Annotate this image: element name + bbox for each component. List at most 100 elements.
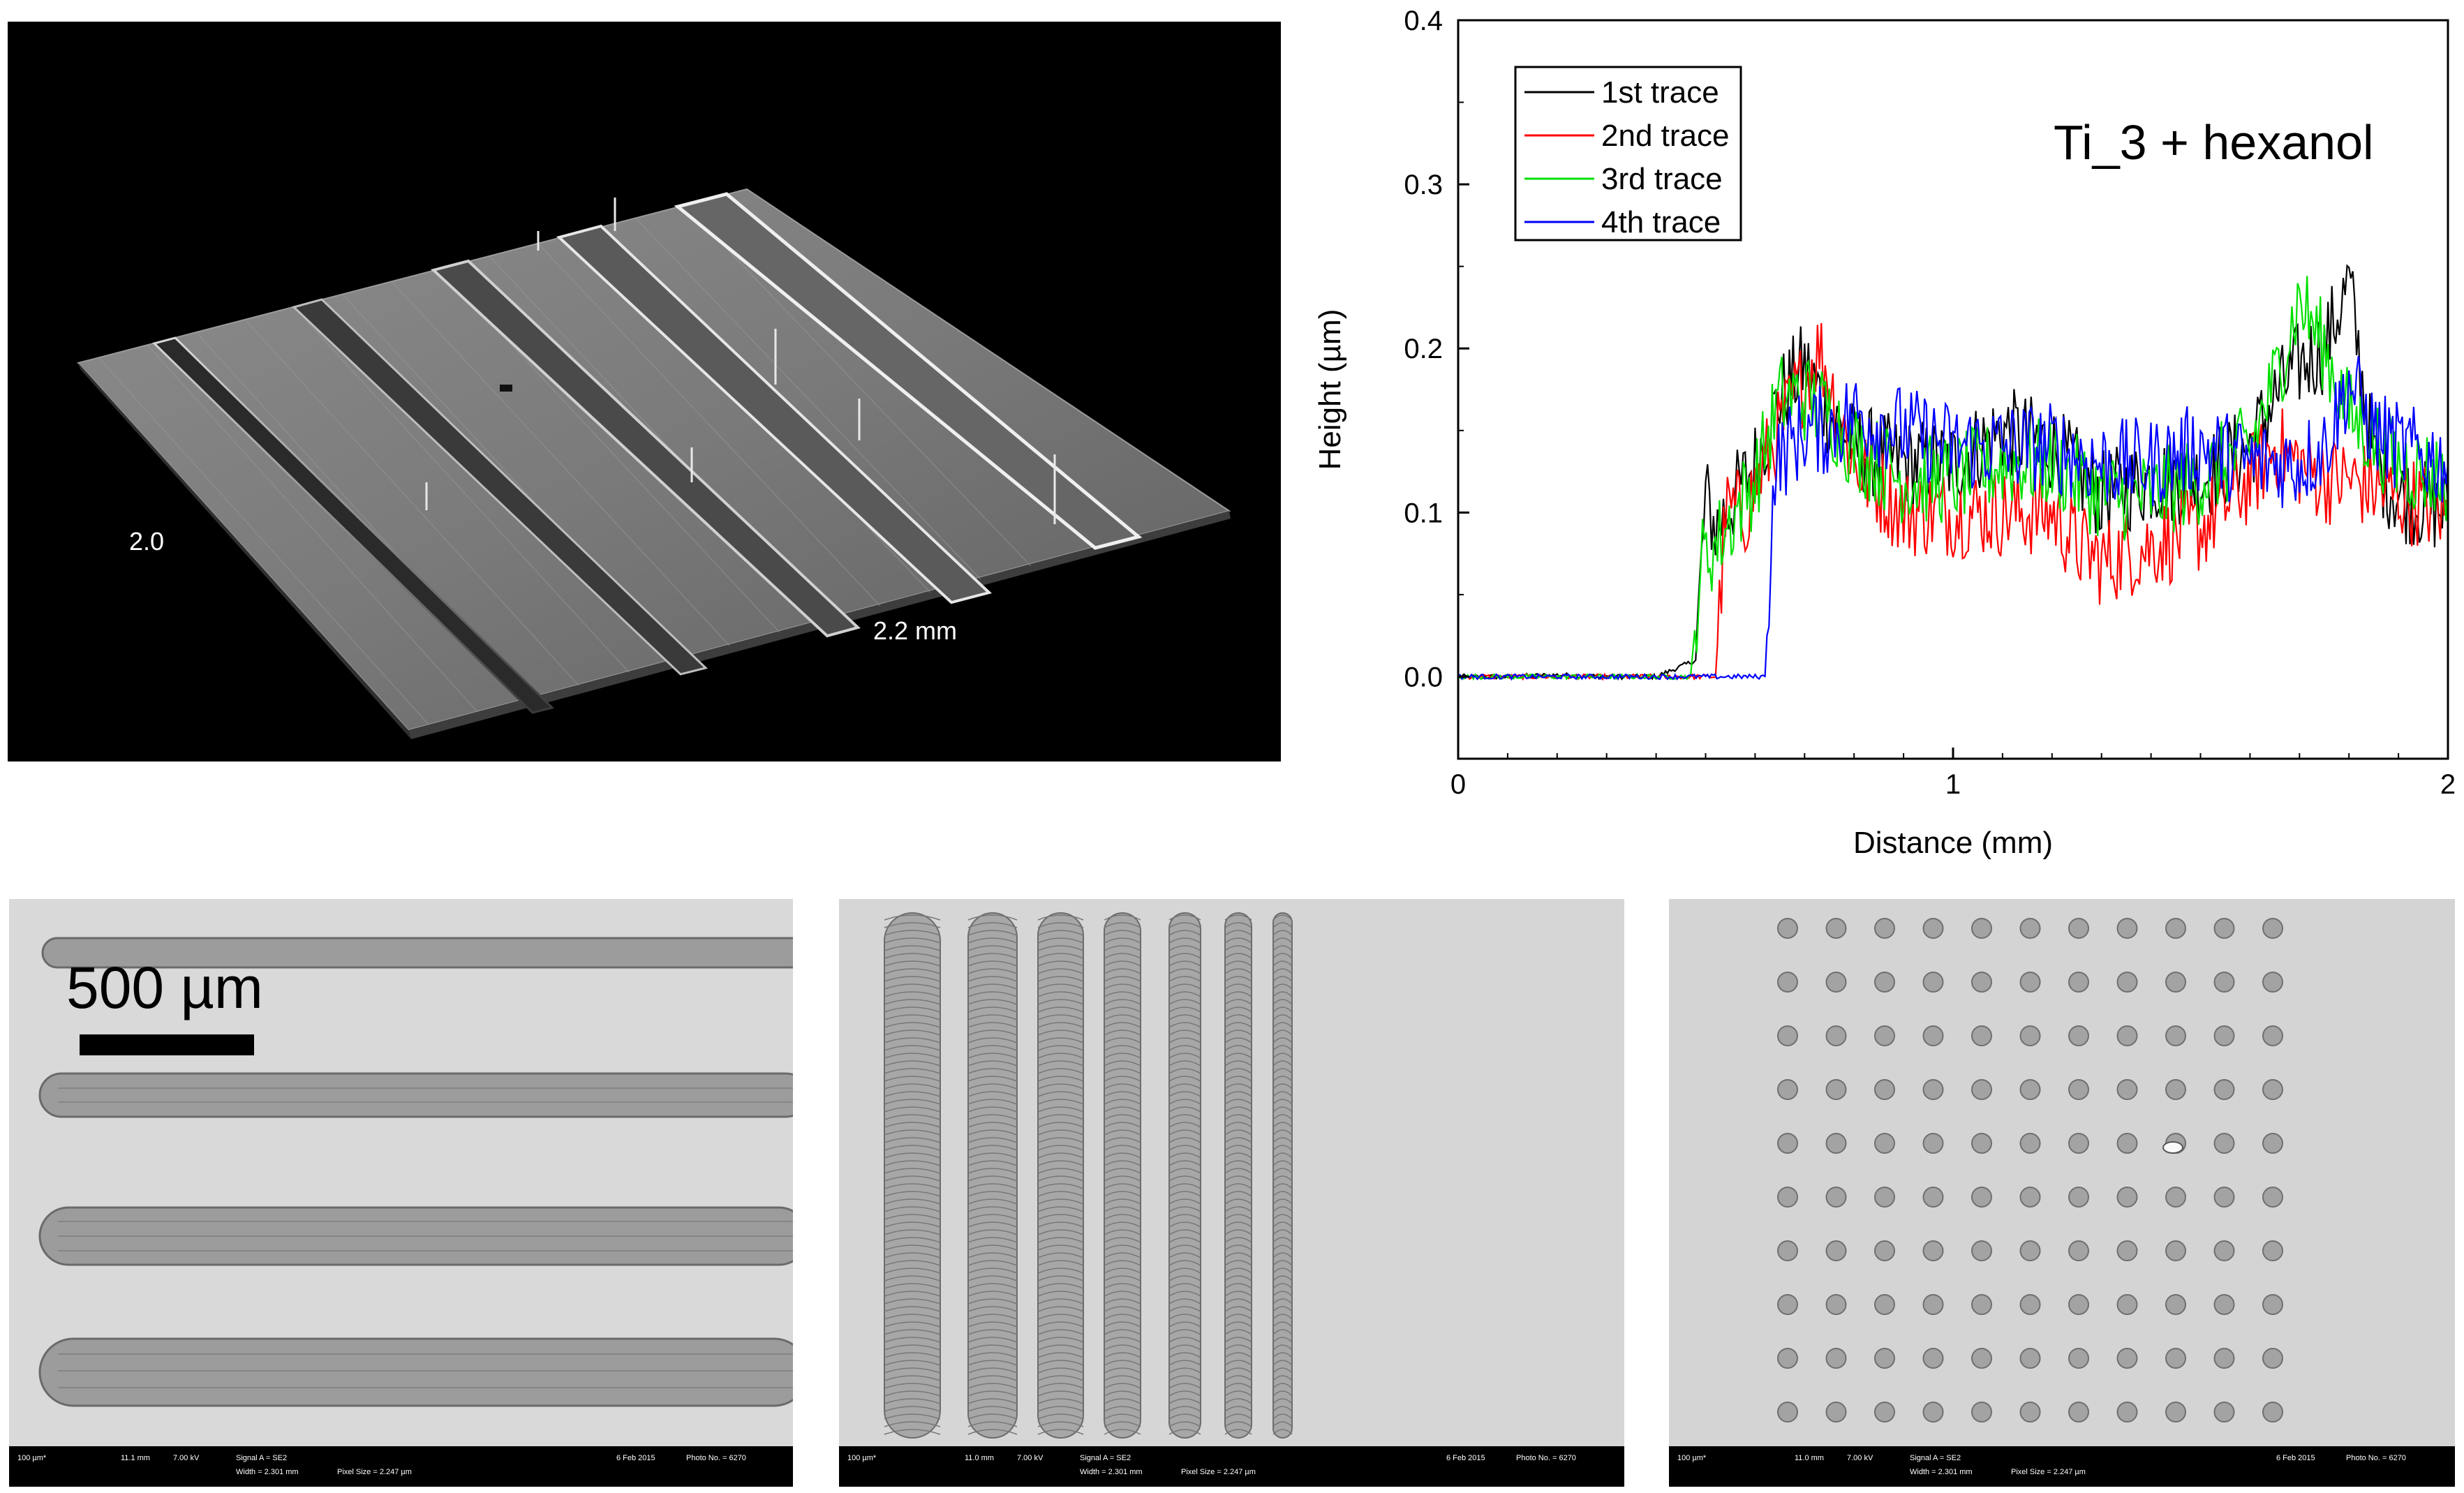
- sem-dot: [1971, 1240, 1992, 1261]
- laser-tracks: [152, 192, 1143, 714]
- sem-dot: [1777, 1240, 1798, 1261]
- surface-defect: [500, 385, 512, 392]
- legend-label: 4th trace: [1601, 205, 1721, 239]
- sem-dot: [2165, 1240, 2186, 1261]
- sem-image-overlapping-spots: 100 µm* 11.0 mm 7.00 kV Signal A = SE2 W…: [839, 899, 1624, 1487]
- legend-items: 1st trace 2nd trace 3rd trace 4th trace: [1524, 75, 1729, 239]
- sem-lines-render: 500 µm 100 µm* 11.1 mm 7.00 kV Signal A …: [9, 899, 793, 1487]
- sem-info-date: 6 Feb 2015: [1446, 1454, 1485, 1462]
- sem-dot: [2116, 1240, 2138, 1261]
- y-axis-label: Height (µm): [1313, 309, 1347, 470]
- sem-info-date: 6 Feb 2015: [2276, 1454, 2315, 1462]
- sem-spot-column: [1168, 912, 1201, 1439]
- sem-info-width: Width = 2.301 mm: [1080, 1468, 1143, 1476]
- sem-dot: [1825, 1402, 1847, 1423]
- sem-dot: [2165, 1187, 2186, 1208]
- sem-dot: [1874, 1025, 1895, 1046]
- track-2: [292, 298, 708, 676]
- sem-dot: [2019, 1025, 2041, 1046]
- sem-dot: [2213, 1240, 2235, 1261]
- chart-title: Ti_3 + hexanol: [2054, 115, 2374, 170]
- sem-dot: [1825, 1348, 1847, 1369]
- sem-dot: [1777, 1294, 1798, 1315]
- sem-dot: [2213, 972, 2235, 993]
- sem-dot: [1971, 1025, 1992, 1046]
- axis-label-right: 2.2 mm: [873, 616, 957, 645]
- surface-3d-render: 2.0 2.2 mm: [77, 188, 1231, 739]
- sem-dot: [1825, 1240, 1847, 1261]
- sem-info-bar: [1669, 1446, 2455, 1487]
- sem-dot: [2116, 972, 2138, 993]
- sem-info-ehv: 7.00 kV: [173, 1454, 200, 1462]
- sem-dot: [1971, 918, 1992, 939]
- sem-info-photo: Photo No. = 6270: [1516, 1454, 1576, 1462]
- sem-image-dot-array: 100 µm* 11.0 mm 7.00 kV Signal A = SE2 W…: [1669, 899, 2455, 1487]
- sem-dot: [2213, 1079, 2235, 1100]
- sem-dot: [1874, 1294, 1895, 1315]
- sem-dot: [2019, 1187, 2041, 1208]
- sem-dot: [2068, 1402, 2089, 1423]
- sem-dot: [2116, 1133, 2138, 1154]
- sem-dot: [2165, 1294, 2186, 1315]
- sem-info-wd: 11.0 mm: [1795, 1454, 1824, 1462]
- axis-label-left: 2.0: [129, 527, 164, 556]
- sem-info-signal: Signal A = SE2: [1080, 1454, 1131, 1462]
- sem-dot: [1874, 1187, 1895, 1208]
- sem-info-bar: [839, 1446, 1624, 1487]
- sem-dot: [1777, 972, 1798, 993]
- sem-dot: [2068, 1240, 2089, 1261]
- sem-dot: [1971, 1402, 1992, 1423]
- sem-dot: [2019, 1294, 2041, 1315]
- sem-info-signal: Signal A = SE2: [1910, 1454, 1961, 1462]
- y-tick-label: 0.2: [1404, 334, 1443, 364]
- sem-dot: [2116, 918, 2138, 939]
- sem-dot: [1825, 1294, 1847, 1315]
- sem-dot: [2262, 1079, 2283, 1100]
- sem-info-scale: 100 µm*: [1677, 1454, 1707, 1462]
- sem-dot: [1922, 1402, 1944, 1423]
- sem-dot: [2262, 1348, 2283, 1369]
- surface-left-edge: [78, 363, 411, 739]
- sem-dot: [2262, 918, 2283, 939]
- x-tick-label: 0: [1450, 769, 1466, 800]
- sem-dot: [2116, 1187, 2138, 1208]
- sem-dot: [1874, 1240, 1895, 1261]
- sem-info-date: 6 Feb 2015: [616, 1454, 655, 1462]
- sem-info-signal: Signal A = SE2: [236, 1454, 287, 1462]
- track-1: [152, 336, 554, 714]
- sem-dot: [1874, 1079, 1895, 1100]
- sem-dot: [2262, 1240, 2283, 1261]
- sem-dot: [1777, 1402, 1798, 1423]
- sem-dot: [2019, 1133, 2041, 1154]
- sem-dot: [1825, 972, 1847, 993]
- sem-dot: [2262, 1025, 2283, 1046]
- sem-columns-render: 100 µm* 11.0 mm 7.00 kV Signal A = SE2 W…: [839, 899, 1624, 1487]
- legend-label: 2nd trace: [1601, 119, 1729, 153]
- sem-dot: [1874, 918, 1895, 939]
- sem-dot: [2068, 1025, 2089, 1046]
- sem-dot: [2019, 1348, 2041, 1369]
- sem-dot: [1825, 1133, 1847, 1154]
- sem-dot: [1971, 1079, 1992, 1100]
- sem-dot: [1922, 1240, 1944, 1261]
- sem-dot: [2165, 1025, 2186, 1046]
- sem-info-pixel: Pixel Size = 2.247 µm: [337, 1468, 412, 1476]
- x-tick-label: 1: [1945, 769, 1961, 800]
- sem-dot: [1922, 1348, 1944, 1369]
- x-axis-label: Distance (mm): [1853, 826, 2053, 860]
- sem-dot: [2068, 1348, 2089, 1369]
- sem-spot-column: [884, 912, 941, 1439]
- sem-dot: [1825, 1187, 1847, 1208]
- sem-info-wd: 11.1 mm: [121, 1454, 150, 1462]
- sem-dot: [2068, 1294, 2089, 1315]
- track-5: [674, 192, 1143, 550]
- sem-dot: [2019, 972, 2041, 993]
- sem-dot: [2116, 1079, 2138, 1100]
- sem-dot: [1922, 1187, 1944, 1208]
- scale-bar-label: 500 µm: [66, 955, 263, 1020]
- sem-debris: [2162, 1141, 2183, 1154]
- trace-lines: [1457, 264, 2449, 681]
- sem-dot: [1777, 1348, 1798, 1369]
- sem-dot: [1922, 1294, 1944, 1315]
- sem-dot: [2068, 1079, 2089, 1100]
